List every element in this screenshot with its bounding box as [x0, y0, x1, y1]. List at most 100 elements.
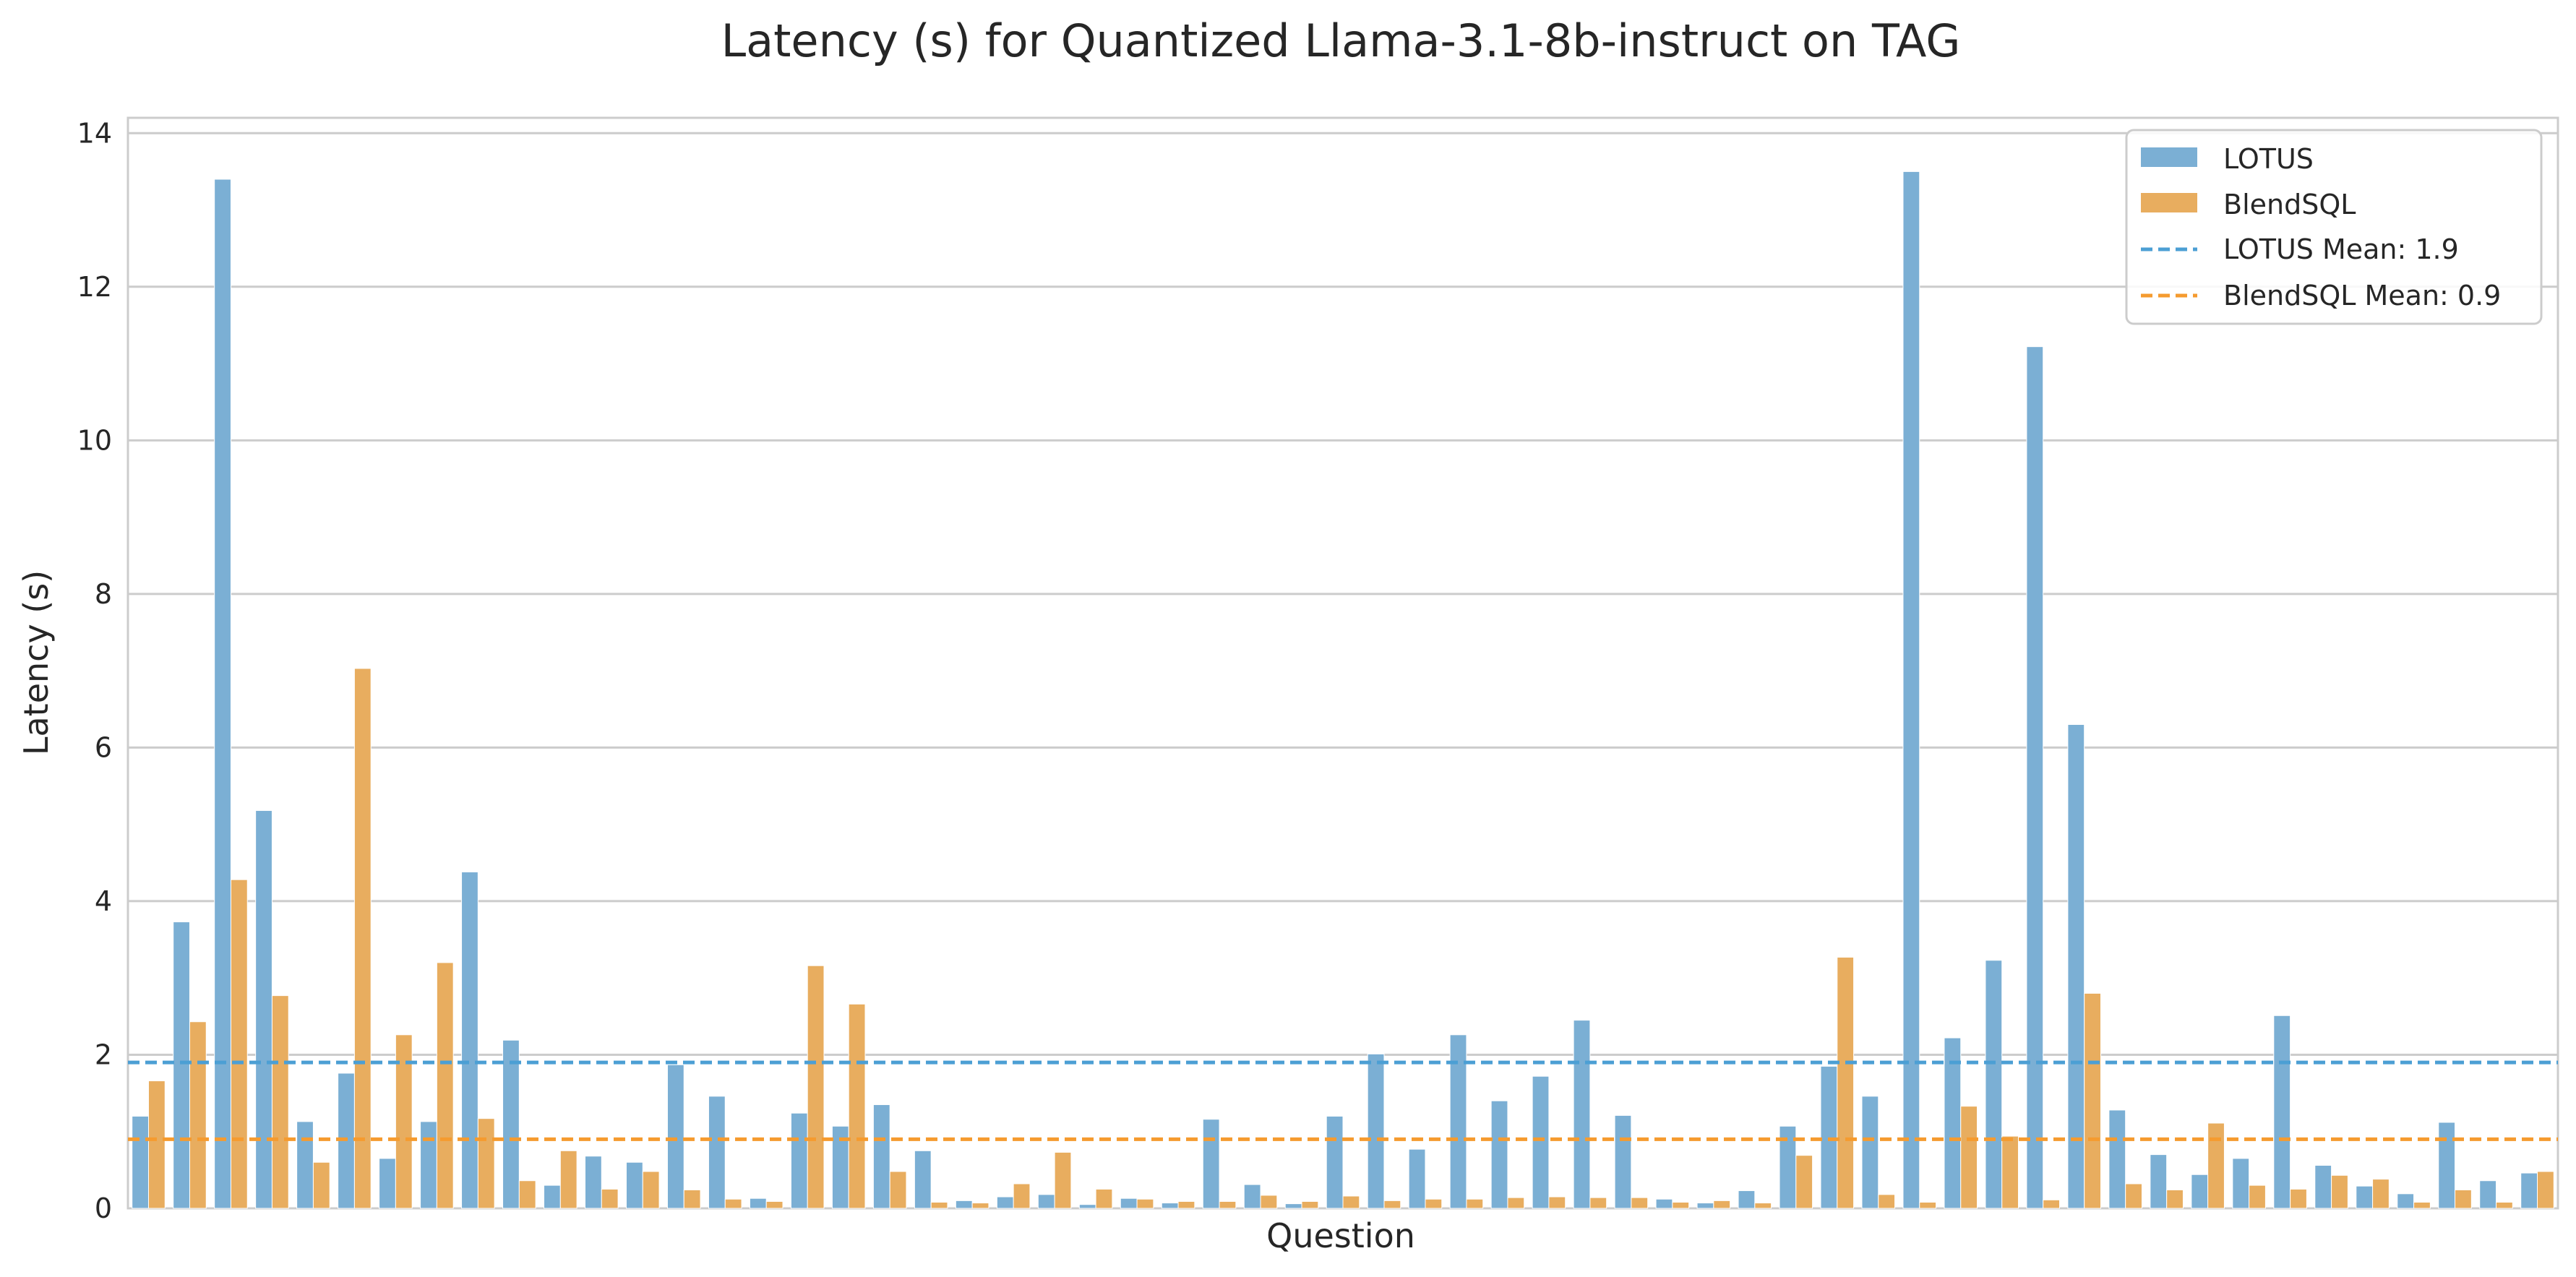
bar-blendsql-50	[2166, 1189, 2184, 1209]
bar-lotus-54	[2314, 1164, 2332, 1209]
bar-lotus-55	[2356, 1185, 2374, 1209]
bar-blendsql-22	[1013, 1183, 1031, 1209]
bar-blendsql-28	[1260, 1195, 1278, 1209]
y-tick-label-6: 6	[95, 731, 112, 763]
x-axis-label: Question	[1266, 1216, 1415, 1255]
bar-blendsql-23	[1054, 1151, 1072, 1209]
bar-lotus-22	[996, 1196, 1014, 1209]
bar-lotus-58	[2479, 1180, 2497, 1209]
bar-blendsql-47	[2043, 1199, 2061, 1209]
bar-blendsql-46	[2001, 1135, 2019, 1209]
bar-lotus-52	[2232, 1158, 2250, 1209]
bar-blendsql-11	[559, 1150, 578, 1209]
bar-blendsql-10	[518, 1180, 536, 1209]
bar-blendsql-32	[1425, 1198, 1443, 1209]
bar-blendsql-30	[1342, 1195, 1360, 1209]
y-tick-label-10: 10	[77, 424, 112, 456]
bar-lotus-33	[1449, 1034, 1467, 1209]
bar-lotus-12	[585, 1156, 602, 1209]
legend-swatch-lotus	[2141, 147, 2197, 167]
bar-blendsql-17	[807, 965, 825, 1209]
bar-lotus-23	[1037, 1194, 1055, 1209]
bar-blendsql-13	[642, 1171, 660, 1209]
bar-blendsql-34	[1507, 1197, 1525, 1209]
bar-lotus-47	[2026, 346, 2044, 1209]
bar-lotus-29	[1284, 1203, 1302, 1209]
bar-blendsql-35	[1548, 1196, 1566, 1209]
bar-lotus-24	[1078, 1204, 1096, 1209]
bar-lotus-8	[420, 1121, 437, 1209]
bar-blendsql-52	[2249, 1184, 2266, 1209]
bar-blendsql-57	[2455, 1189, 2472, 1209]
bar-blendsql-49	[2125, 1183, 2142, 1209]
bar-lotus-38	[1655, 1198, 1673, 1209]
mean-lines	[128, 1060, 2558, 1141]
bar-blendsql-19	[889, 1171, 907, 1209]
bar-blendsql-31	[1383, 1200, 1401, 1209]
legend-label-lotus: LOTUS	[2223, 143, 2314, 175]
bar-blendsql-37	[1631, 1197, 1649, 1209]
bar-lotus-35	[1532, 1075, 1550, 1209]
bar-lotus-44	[1902, 171, 1920, 1209]
bar-blendsql-33	[1466, 1198, 1484, 1209]
bar-lotus-20	[914, 1150, 932, 1209]
bar-blendsql-20	[930, 1201, 948, 1209]
bar-lotus-42	[1820, 1065, 1838, 1209]
y-axis-label: Latency (s)	[17, 570, 56, 755]
bar-lotus-16	[749, 1198, 767, 1209]
bar-blendsql-7	[395, 1034, 413, 1209]
bar-lotus-25	[1120, 1198, 1138, 1209]
bar-lotus-3	[214, 179, 231, 1209]
bar-lotus-4	[255, 810, 272, 1209]
bar-blendsql-38	[1672, 1201, 1690, 1209]
bar-lotus-2	[173, 921, 190, 1209]
bar-blendsql-29	[1301, 1200, 1319, 1209]
bar-blendsql-16	[765, 1200, 783, 1209]
bar-lotus-46	[1985, 960, 2003, 1209]
bar-lotus-57	[2438, 1122, 2456, 1209]
bar-blendsql-55	[2372, 1179, 2390, 1209]
bar-blendsql-58	[2496, 1201, 2513, 1209]
bar-lotus-26	[1161, 1203, 1179, 1209]
bar-blendsql-36	[1589, 1197, 1607, 1209]
bar-lotus-49	[2108, 1109, 2126, 1209]
y-axis-ticks: 0 2 4 6 8 10 12 14	[77, 117, 112, 1224]
bar-lotus-31	[1367, 1053, 1385, 1209]
bar-blendsql-41	[1795, 1155, 1813, 1209]
y-tick-label-2: 2	[95, 1039, 112, 1070]
bar-blendsql-45	[1960, 1106, 1978, 1209]
bar-blendsql-44	[1919, 1201, 1937, 1209]
y-tick-label-4: 4	[95, 885, 112, 917]
legend-label-lotus-mean: LOTUS Mean: 1.9	[2223, 233, 2459, 265]
bar-blendsql-21	[971, 1203, 989, 1209]
bar-blendsql-43	[1878, 1194, 1896, 1209]
bar-lotus-30	[1326, 1115, 1344, 1209]
y-tick-label-12: 12	[77, 271, 112, 303]
y-tick-label-14: 14	[77, 117, 112, 149]
bar-lotus-43	[1861, 1096, 1879, 1209]
legend-label-blendsql: BlendSQL	[2223, 189, 2356, 220]
bar-blendsql-2	[189, 1021, 207, 1209]
bar-blendsql-25	[1136, 1198, 1154, 1209]
bar-blendsql-40	[1754, 1203, 1772, 1209]
bar-lotus-40	[1738, 1190, 1756, 1209]
y-tick-label-0: 0	[95, 1192, 112, 1224]
y-tick-label-8: 8	[95, 578, 112, 610]
bar-lotus-17	[790, 1112, 808, 1209]
bar-blendsql-56	[2413, 1201, 2431, 1209]
bar-lotus-34	[1490, 1100, 1508, 1209]
bar-blendsql-48	[2084, 992, 2101, 1209]
bar-lotus-53	[2273, 1015, 2291, 1209]
bar-blendsql-3	[230, 879, 248, 1209]
bar-blendsql-27	[1219, 1200, 1237, 1209]
legend-swatch-blendsql	[2141, 193, 2197, 212]
bar-lotus-56	[2397, 1193, 2415, 1209]
bar-lotus-10	[502, 1039, 520, 1209]
bars	[132, 171, 2554, 1209]
bar-blendsql-54	[2331, 1174, 2348, 1209]
bar-blendsql-51	[2207, 1122, 2225, 1209]
bar-blendsql-59	[2537, 1171, 2554, 1209]
bar-lotus-39	[1696, 1203, 1714, 1209]
bar-blendsql-8	[436, 962, 454, 1209]
bar-blendsql-15	[724, 1198, 742, 1209]
